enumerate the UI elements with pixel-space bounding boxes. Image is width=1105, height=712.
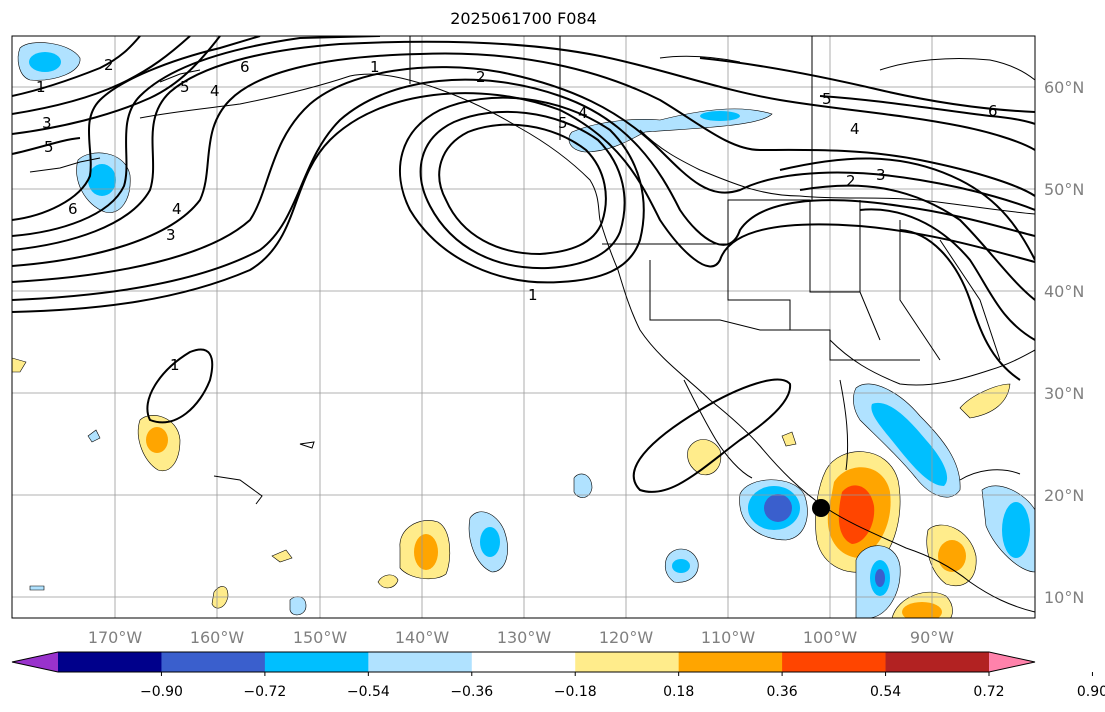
svg-text:4: 4 bbox=[210, 82, 220, 100]
colorbar-segment bbox=[782, 652, 887, 672]
svg-text:6: 6 bbox=[988, 102, 998, 120]
map-title: 2025061700 F084 bbox=[450, 9, 597, 28]
lon-tick: 110°W bbox=[701, 628, 756, 647]
contour-labels: 1 3 5 6 4 3 2 5 4 6 1 2 5 4 1 5 4 2 3 6 … bbox=[36, 56, 998, 374]
svg-text:6: 6 bbox=[240, 58, 250, 76]
colorbar-tick-label: 0.54 bbox=[870, 684, 901, 700]
colorbar-tick-label: −0.54 bbox=[347, 684, 390, 700]
svg-text:3: 3 bbox=[42, 114, 52, 132]
svg-text:5: 5 bbox=[44, 138, 54, 156]
colorbar-extend-low bbox=[12, 652, 58, 672]
colorbar-tick-label: −0.18 bbox=[554, 684, 597, 700]
lat-tick: 20°N bbox=[1044, 486, 1084, 505]
lat-tick: 50°N bbox=[1044, 180, 1084, 199]
svg-text:1: 1 bbox=[36, 78, 46, 96]
svg-text:6: 6 bbox=[68, 200, 78, 218]
svg-text:5: 5 bbox=[180, 78, 190, 96]
lon-tick: 160°W bbox=[190, 628, 245, 647]
colorbar-outline bbox=[11, 651, 1036, 673]
svg-text:4: 4 bbox=[172, 200, 182, 218]
lat-tick: 10°N bbox=[1044, 588, 1084, 607]
colorbar-tick-label: 0.36 bbox=[767, 684, 798, 700]
colorbar-segment bbox=[678, 652, 783, 672]
svg-text:5: 5 bbox=[558, 114, 568, 132]
lon-tick: 90°W bbox=[910, 628, 954, 647]
svg-text:1: 1 bbox=[528, 286, 538, 304]
colorbar-segment bbox=[471, 652, 576, 672]
colorbar-tick-label: −0.72 bbox=[243, 684, 286, 700]
lat-tick: 30°N bbox=[1044, 384, 1084, 403]
contour-lines bbox=[12, 36, 1035, 493]
lat-tick: 40°N bbox=[1044, 282, 1084, 301]
colorbar-tick-label: 0.18 bbox=[663, 684, 694, 700]
lon-tick: 120°W bbox=[599, 628, 654, 647]
lat-tick: 60°N bbox=[1044, 78, 1084, 97]
colorbar-segment bbox=[885, 652, 990, 672]
colorbar-tick-label: −0.36 bbox=[450, 684, 493, 700]
lat-tick-labels: 60°N 50°N 40°N 30°N 20°N 10°N bbox=[1044, 78, 1084, 607]
svg-text:3: 3 bbox=[876, 166, 886, 184]
colorbar: −0.90 −0.72 −0.54 −0.36 −0.18 0.18 0.36 0.54 0.7… bbox=[11, 651, 1105, 700]
map-frame bbox=[11, 35, 1036, 619]
svg-text:2: 2 bbox=[476, 68, 486, 86]
colorbar-segment bbox=[161, 652, 266, 672]
svg-text:4: 4 bbox=[578, 104, 588, 122]
lon-tick: 150°W bbox=[293, 628, 348, 647]
colorbar-segment bbox=[58, 652, 162, 672]
svg-text:3: 3 bbox=[166, 226, 176, 244]
svg-text:1: 1 bbox=[370, 58, 380, 76]
svg-text:1: 1 bbox=[170, 356, 180, 374]
lon-tick: 170°W bbox=[88, 628, 143, 647]
lon-tick-labels: 170°W 160°W 150°W 140°W 130°W 120°W 110°… bbox=[88, 628, 954, 647]
colorbar-segment bbox=[264, 652, 369, 672]
svg-text:4: 4 bbox=[850, 120, 860, 138]
location-marker bbox=[812, 499, 830, 517]
svg-text:5: 5 bbox=[822, 90, 832, 108]
colorbar-extend-high bbox=[989, 652, 1035, 672]
lon-tick: 130°W bbox=[497, 628, 552, 647]
colorbar-tick-label: −0.90 bbox=[140, 684, 183, 700]
lon-tick: 100°W bbox=[803, 628, 858, 647]
lon-tick: 140°W bbox=[395, 628, 450, 647]
svg-text:2: 2 bbox=[104, 56, 114, 74]
colorbar-tick-label: 0.90 bbox=[1077, 684, 1105, 700]
svg-text:2: 2 bbox=[846, 172, 856, 190]
colorbar-segment bbox=[368, 652, 473, 672]
colorbar-tick-label: 0.72 bbox=[973, 684, 1004, 700]
colorbar-segment bbox=[575, 652, 680, 672]
